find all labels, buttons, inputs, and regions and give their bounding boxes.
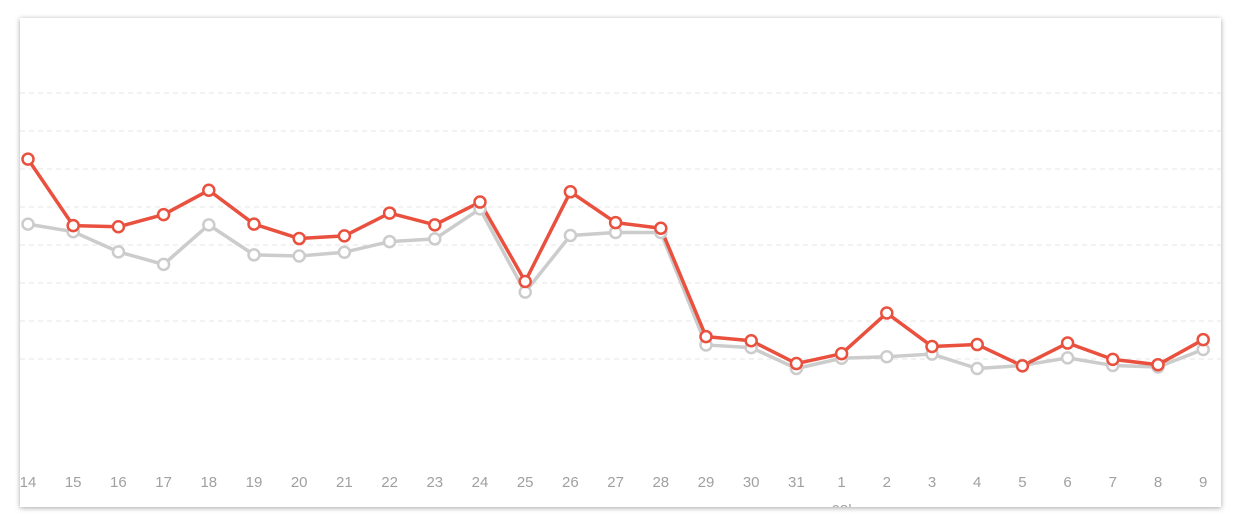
data-point[interactable]	[292, 231, 306, 246]
data-point[interactable]	[925, 339, 939, 354]
x-tick-label: 1	[837, 474, 845, 491]
data-point[interactable]	[563, 228, 578, 243]
x-tick-label: 4	[973, 474, 981, 491]
x-tick-label: 28	[652, 474, 669, 491]
x-tick-label: 5	[1018, 474, 1026, 491]
x-axis-ticks: 14 15 16 17 18 19 20 21 22 23 24 25 26 27 28 29 30 31 1 2 3 4…	[20, 474, 1207, 491]
data-point[interactable]	[292, 249, 306, 263]
x-tick-label: 20	[291, 474, 308, 491]
data-point[interactable]	[337, 229, 352, 243]
x-tick-label: 25	[517, 474, 534, 491]
data-point[interactable]	[111, 245, 126, 259]
x-tick-label: 21	[336, 474, 353, 491]
gridlines	[20, 92, 1221, 360]
x-tick-label: 15	[65, 474, 82, 491]
x-tick-label: 6	[1063, 474, 1071, 491]
data-point[interactable]	[1060, 336, 1075, 350]
x-tick-label: 30	[743, 474, 760, 491]
data-point[interactable]	[382, 234, 397, 249]
data-point[interactable]	[156, 257, 171, 272]
data-point[interactable]	[247, 248, 261, 262]
data-point[interactable]	[1060, 351, 1075, 365]
x-tick-label: 29	[698, 474, 715, 491]
data-point[interactable]	[1015, 359, 1030, 373]
x-tick-label: 27	[607, 474, 624, 491]
data-point[interactable]	[970, 361, 984, 376]
x-tick-label: 14	[20, 474, 36, 491]
data-point[interactable]	[654, 221, 668, 236]
data-point[interactable]	[111, 220, 126, 234]
data-point[interactable]	[156, 207, 171, 222]
data-point[interactable]	[247, 217, 261, 231]
x-tick-label: 18	[200, 474, 217, 491]
data-point[interactable]	[699, 329, 713, 344]
data-point[interactable]	[880, 349, 894, 364]
x-tick-label: 31	[788, 474, 805, 491]
x-tick-label: 16	[110, 474, 127, 491]
data-point[interactable]	[1106, 352, 1120, 367]
x-tick-label: 26	[562, 474, 579, 491]
x-tick-label: 17	[155, 474, 172, 491]
data-point[interactable]	[744, 334, 758, 348]
x-tick-label: 3	[928, 474, 936, 491]
x-tick-label: 22	[381, 474, 398, 491]
x-tick-label: 19	[246, 474, 263, 491]
data-point[interactable]	[21, 217, 35, 231]
x-tick-label: 2	[883, 474, 891, 491]
data-point[interactable]	[473, 195, 487, 209]
data-point[interactable]	[21, 152, 35, 166]
data-point[interactable]	[608, 215, 623, 230]
data-point[interactable]	[382, 206, 397, 220]
data-point[interactable]	[337, 245, 352, 259]
data-point[interactable]	[66, 218, 80, 233]
x-tick-label: 8	[1154, 474, 1162, 491]
x-tick-label: 9	[1199, 474, 1207, 491]
data-point[interactable]	[202, 218, 216, 232]
data-points	[21, 152, 1210, 376]
data-point[interactable]	[428, 232, 442, 246]
data-point[interactable]	[789, 356, 804, 371]
data-point[interactable]	[563, 185, 578, 199]
data-point[interactable]	[428, 218, 442, 232]
data-point[interactable]	[1196, 332, 1210, 347]
data-point[interactable]	[880, 306, 894, 320]
data-point[interactable]	[834, 346, 849, 361]
line-chart: 14 15 16 17 18 19 20 21 22 23 24 25 26 27 28 29 30 31 1 2 3 4…	[20, 92, 1221, 507]
data-point[interactable]	[202, 183, 216, 198]
x-tick-label: 23	[426, 474, 443, 491]
data-point[interactable]	[1151, 357, 1165, 372]
x-tick-label: 24	[472, 474, 489, 491]
chart-card: 14 15 16 17 18 19 20 21 22 23 24 25 26 27 28 29 30 31 1 2 3 4…	[20, 18, 1221, 507]
data-point[interactable]	[518, 285, 532, 299]
data-point[interactable]	[518, 274, 532, 289]
month-label: 08l	[832, 502, 852, 507]
x-tick-label: 7	[1109, 474, 1117, 491]
data-point[interactable]	[970, 337, 984, 352]
